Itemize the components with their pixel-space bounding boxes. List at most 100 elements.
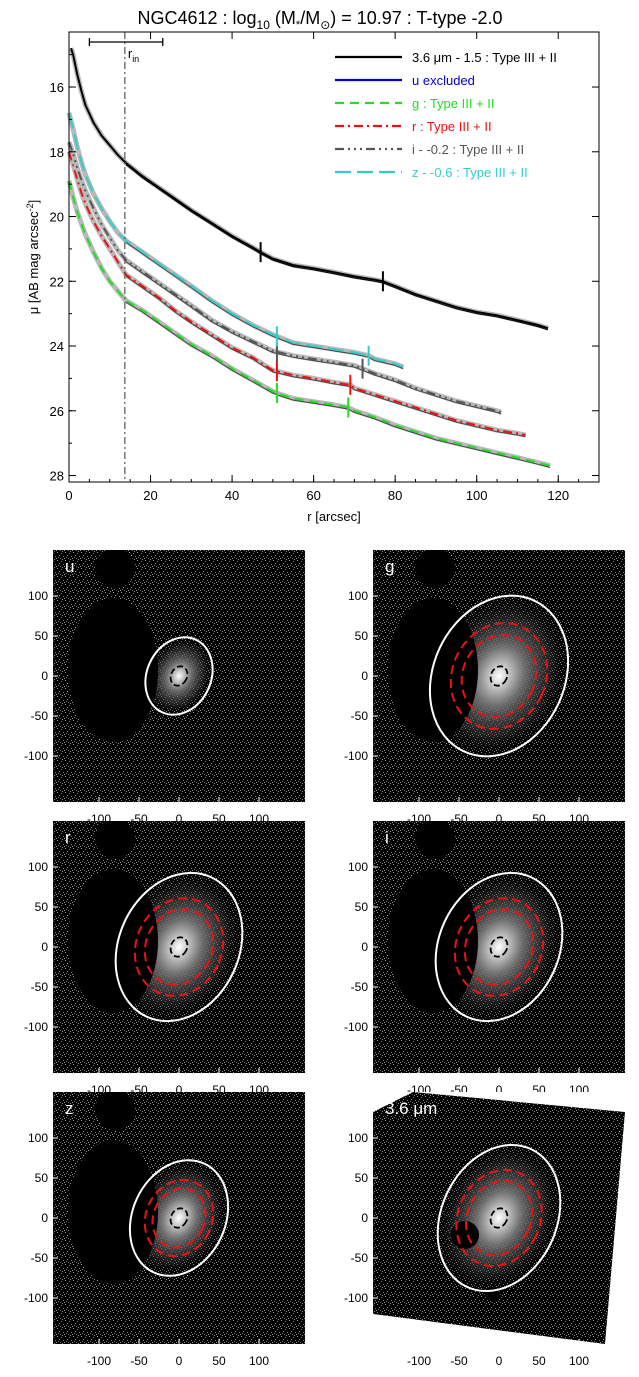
x-tick-label: 80	[388, 488, 402, 503]
isophote-ellipse	[128, 1159, 230, 1277]
panel-x-tick-label: 0	[496, 812, 503, 826]
panel-y-tick-label: 100	[348, 1131, 368, 1145]
image-panels: u -100 -50 0 50 100 100 50 0 -50 -100 g -100 -50 0 50 10…	[24, 550, 625, 1368]
panel-y-tick-label: -100	[344, 1291, 368, 1305]
break-ellipse	[463, 908, 535, 986]
panel-x-tick-label: -100	[407, 1354, 431, 1368]
panel-y-tick-label: 100	[348, 860, 368, 874]
r-in-label-subscript: in	[132, 54, 139, 64]
panel-image	[53, 821, 305, 1073]
panel-label-text: 3.6	[385, 1099, 413, 1118]
panel-y-tick-label: 0	[41, 1211, 48, 1225]
panel-y-tick-label: 50	[355, 629, 369, 643]
isophote-ellipse	[144, 636, 214, 716]
legend-label: g : Type III + II	[412, 96, 495, 111]
legend: 3.6 μm - 1.5 : Type III + II u excluded g …	[335, 50, 557, 180]
panel-y-tick-label: 0	[361, 1211, 368, 1225]
y-label-superscript: -2	[25, 203, 35, 211]
isophote-ellipse	[428, 594, 570, 758]
y-tick-label: 16	[50, 80, 64, 95]
break-ellipse	[143, 1178, 215, 1258]
masked-star	[415, 550, 455, 588]
series-line	[68, 151, 526, 437]
series-line	[68, 180, 551, 467]
series-uncertainty-band	[66, 151, 527, 438]
legend-label: z - -0.6 : Type III + II	[412, 165, 528, 180]
r-in-label-main: r	[128, 46, 133, 61]
panel-y-tick-label: -50	[351, 980, 369, 994]
panel-y-tick-label: 50	[355, 1171, 369, 1185]
inner-ellipse	[169, 1207, 189, 1229]
plot-area: rin	[66, 32, 551, 482]
panel-x-tick-label: 0	[176, 812, 183, 826]
panel-x-tick-label: -50	[450, 1354, 468, 1368]
panel-y-tick-label: 50	[35, 900, 49, 914]
chart-title: NGC4612 : log10 (M*/M⊙) = 10.97 : T-type…	[137, 8, 502, 32]
panel-y-tick-label: 0	[41, 669, 48, 683]
isophote-ellipse	[114, 871, 244, 1023]
title-subscript: 10	[257, 18, 271, 32]
x-axis-ticks: 0 20 40 60 80 100 120	[65, 32, 600, 503]
title-part-3: /M	[300, 8, 320, 28]
series-model-fit	[125, 301, 551, 468]
legend-label: i - -0.2 : Type III + II	[412, 142, 524, 157]
panel-y-tick-label: 50	[35, 629, 49, 643]
panel-y-tick-label: -50	[31, 980, 49, 994]
inner-ellipse	[489, 936, 509, 958]
y-axis-ticks: 16 18 20 22 24 26 28	[50, 54, 599, 484]
inner-ellipse	[169, 936, 189, 958]
x-tick-label: 100	[466, 488, 488, 503]
panel-x-tick-label: 100	[569, 1354, 589, 1368]
break-ellipse	[464, 1179, 534, 1257]
panel-label: 3.6 μm	[385, 1099, 437, 1118]
break-ellipse	[143, 908, 215, 986]
title-part-4: ) = 10.97 : T-type -2.0	[330, 8, 502, 28]
title-part-2: (M	[270, 8, 296, 28]
isophote-ellipse	[434, 871, 564, 1023]
series-model-fit	[125, 164, 549, 331]
panel-label: u	[65, 557, 74, 576]
series-model-fit	[125, 261, 502, 415]
panel-y-tick-label: -100	[344, 1020, 368, 1034]
break-ellipse	[151, 1187, 207, 1249]
panel-y-tick-label: -50	[351, 1251, 369, 1265]
panel-y-tick-label: -100	[24, 1020, 48, 1034]
panel-label-text: z	[65, 1099, 74, 1118]
panel-y-tick-label: 100	[28, 1131, 48, 1145]
masked-region	[68, 1140, 158, 1284]
panel-y-tick-label: 0	[361, 669, 368, 683]
series-line	[70, 47, 549, 330]
inner-ellipse	[489, 1207, 509, 1229]
panel-label: g	[385, 557, 394, 576]
panel-x-tick-label: 50	[212, 1354, 226, 1368]
series-line	[68, 112, 404, 369]
title-star: *	[296, 19, 301, 31]
panel-y-tick-label: -100	[24, 749, 48, 763]
isophote-ellipse	[436, 1143, 562, 1293]
profile-chart: NGC4612 : log10 (M*/M⊙) = 10.97 : T-type…	[25, 8, 600, 524]
legend-label: u excluded	[412, 73, 475, 88]
panel-x-tick-label: 50	[532, 1354, 546, 1368]
break-ellipse	[133, 897, 225, 997]
y-tick-label: 24	[50, 339, 64, 354]
break-ellipse	[449, 622, 549, 730]
y-tick-label: 20	[50, 210, 64, 225]
y-axis-label: μ [AB mag arcsec-2]	[25, 200, 41, 315]
panel-label-unit: μm	[413, 1099, 437, 1118]
break-ellipse	[460, 634, 538, 718]
panel-label-text: u	[65, 557, 74, 576]
series-line	[68, 141, 502, 414]
legend-label: r : Type III + II	[412, 119, 492, 134]
y-tick-label: 28	[50, 469, 64, 484]
panel-x-tick-label: 0	[176, 1354, 183, 1368]
panel-y-tick-label: -100	[344, 749, 368, 763]
masked-star	[95, 1092, 135, 1130]
masked-star	[95, 821, 135, 859]
masked-region	[388, 869, 478, 1013]
masked-star	[95, 550, 135, 588]
panel-y-tick-label: 0	[361, 940, 368, 954]
